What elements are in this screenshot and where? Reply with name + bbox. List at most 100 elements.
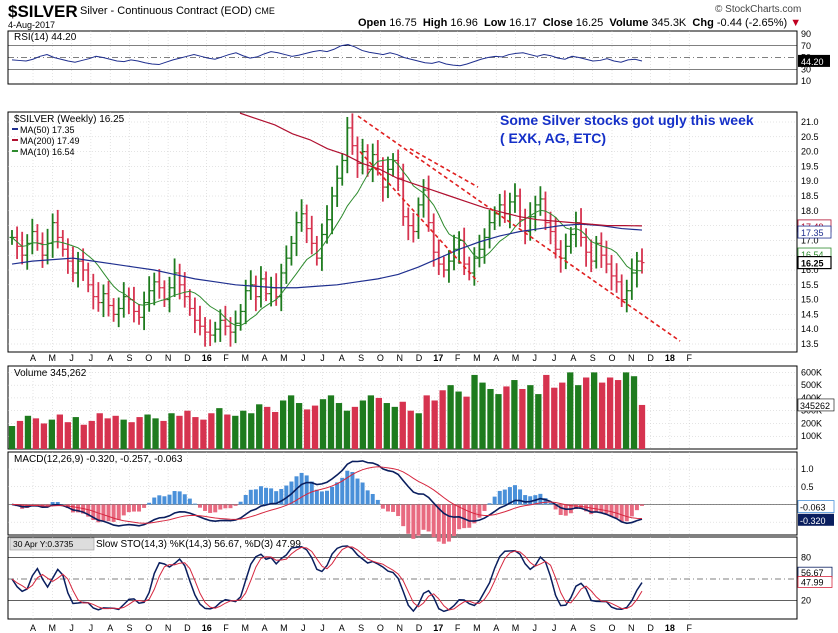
volume-bar xyxy=(152,418,159,449)
volume-bar xyxy=(240,410,247,449)
x-tick-label: F xyxy=(223,353,229,363)
x-tick-label: A xyxy=(30,623,36,633)
x-tick-label: 18 xyxy=(665,353,675,363)
macd-hist-bar xyxy=(487,503,492,505)
macd-hist-bar xyxy=(131,504,136,512)
macd-hist-label: -0.063 xyxy=(800,503,826,513)
macd-hist-bar xyxy=(350,471,355,505)
vol-title: Volume 345,262 xyxy=(14,368,87,379)
vol-tick-label: 500K xyxy=(801,380,822,390)
x-tick-label: J xyxy=(552,623,557,633)
macd-hist-bar xyxy=(345,470,350,505)
x-tick-label: A xyxy=(493,623,499,633)
rsi-tick-label: 70 xyxy=(801,41,811,51)
macd-hist-bar xyxy=(45,504,50,507)
x-tick-label: O xyxy=(608,623,615,633)
macd-hist-bar xyxy=(228,504,233,509)
pane-frame-price xyxy=(7,111,798,353)
price-value-box xyxy=(797,256,832,270)
volume-bar xyxy=(455,391,462,449)
trend-line-upper xyxy=(357,115,681,342)
x-tick-label: M xyxy=(512,623,520,633)
macd-hist-bar xyxy=(340,477,345,505)
volume-bar xyxy=(96,413,103,449)
macd-hist-bar xyxy=(512,485,517,505)
macd-hist-bar xyxy=(391,504,396,512)
x-tick-label: A xyxy=(339,353,345,363)
sto-d-line xyxy=(11,546,643,611)
price-tick-label: 19.5 xyxy=(801,161,819,171)
volume-bar xyxy=(208,413,215,449)
x-tick-label: M xyxy=(242,623,250,633)
macd-hist-bar xyxy=(319,491,324,505)
vol-value-label: 345262 xyxy=(800,401,830,411)
volume-bar xyxy=(543,374,550,449)
macd-hist-bar xyxy=(553,504,558,510)
x-tick-label: J xyxy=(552,353,557,363)
macd-hist-bar xyxy=(76,504,81,513)
macd-hist-bar xyxy=(167,494,172,505)
macd-hist-bar xyxy=(325,490,329,505)
macd-hist-bar xyxy=(91,504,96,521)
volume-bar xyxy=(200,419,207,449)
volume-bar xyxy=(335,403,343,449)
symbol-description: Silver - Continuous Contract (EOD) CME xyxy=(80,5,275,17)
x-tick-label: O xyxy=(608,353,615,363)
volume-bar xyxy=(279,400,287,449)
close-value: 16.25 xyxy=(575,17,604,29)
macd-hist-bar xyxy=(507,487,512,505)
macd-hist-bar xyxy=(594,504,599,512)
x-tick-label: O xyxy=(377,623,384,633)
volume-bar xyxy=(272,411,279,449)
x-tick-label: J xyxy=(533,353,538,363)
x-tick-label: F xyxy=(455,353,461,363)
macd-hist-bar xyxy=(70,504,75,513)
macd-hist-bar xyxy=(385,504,390,512)
volume-bar xyxy=(24,415,32,449)
price-tick-label: 20.5 xyxy=(801,132,819,142)
sto-d-box xyxy=(797,576,833,588)
x-tick-label: M xyxy=(280,353,288,363)
macd-hist-bar xyxy=(126,504,131,513)
rsi-value-box xyxy=(798,54,830,67)
volume-bar xyxy=(479,382,486,449)
macd-hist-bar xyxy=(279,488,284,505)
volume-bar xyxy=(192,417,199,449)
macd-hist-bar xyxy=(431,504,436,538)
price-value-box xyxy=(797,225,832,239)
x-tick-label: F xyxy=(455,623,461,633)
x-tick-label: N xyxy=(628,623,635,633)
macd-hist-bar xyxy=(360,482,365,505)
macd-hist-bar xyxy=(233,504,238,506)
volume-bar xyxy=(160,420,167,449)
x-tick-label: F xyxy=(223,623,229,633)
macd-hist-bar xyxy=(502,489,507,505)
x-tick-label: S xyxy=(358,623,364,633)
chg-down-icon: ▼ xyxy=(790,17,802,29)
price-value-label: 17.35 xyxy=(801,228,824,238)
x-tick-label: D xyxy=(184,353,191,363)
volume-bar xyxy=(176,415,183,449)
macd-value-label: -0.320 xyxy=(800,516,826,526)
rsi-tick-label: 30 xyxy=(801,64,811,74)
close-label: Close xyxy=(542,17,573,29)
volume-bar xyxy=(511,380,518,449)
x-tick-label: 16 xyxy=(202,353,212,363)
sto-tooltip-text: 30 Apr Y:0.3735 xyxy=(13,539,74,549)
volume-bar xyxy=(591,372,598,449)
legend-label: MA(10) 16.54 xyxy=(20,147,75,157)
volume-bar xyxy=(112,415,119,449)
x-tick-label: D xyxy=(184,623,191,633)
x-tick-label: N xyxy=(396,353,403,363)
volume-bar xyxy=(367,395,375,449)
rsi-tick-label: 90 xyxy=(801,29,811,39)
chg-label: Chg xyxy=(692,17,714,29)
macd-hist-bar xyxy=(162,496,167,505)
macd-hist-bar xyxy=(106,504,111,522)
price-tick-label: 18.0 xyxy=(801,206,819,216)
macd-hist-bar xyxy=(492,496,497,505)
price-tick-label: 14.0 xyxy=(801,324,819,334)
macd-hist-bar xyxy=(604,504,609,514)
price-tick-label: 21.0 xyxy=(801,117,819,127)
macd-hist-bar xyxy=(258,486,263,505)
